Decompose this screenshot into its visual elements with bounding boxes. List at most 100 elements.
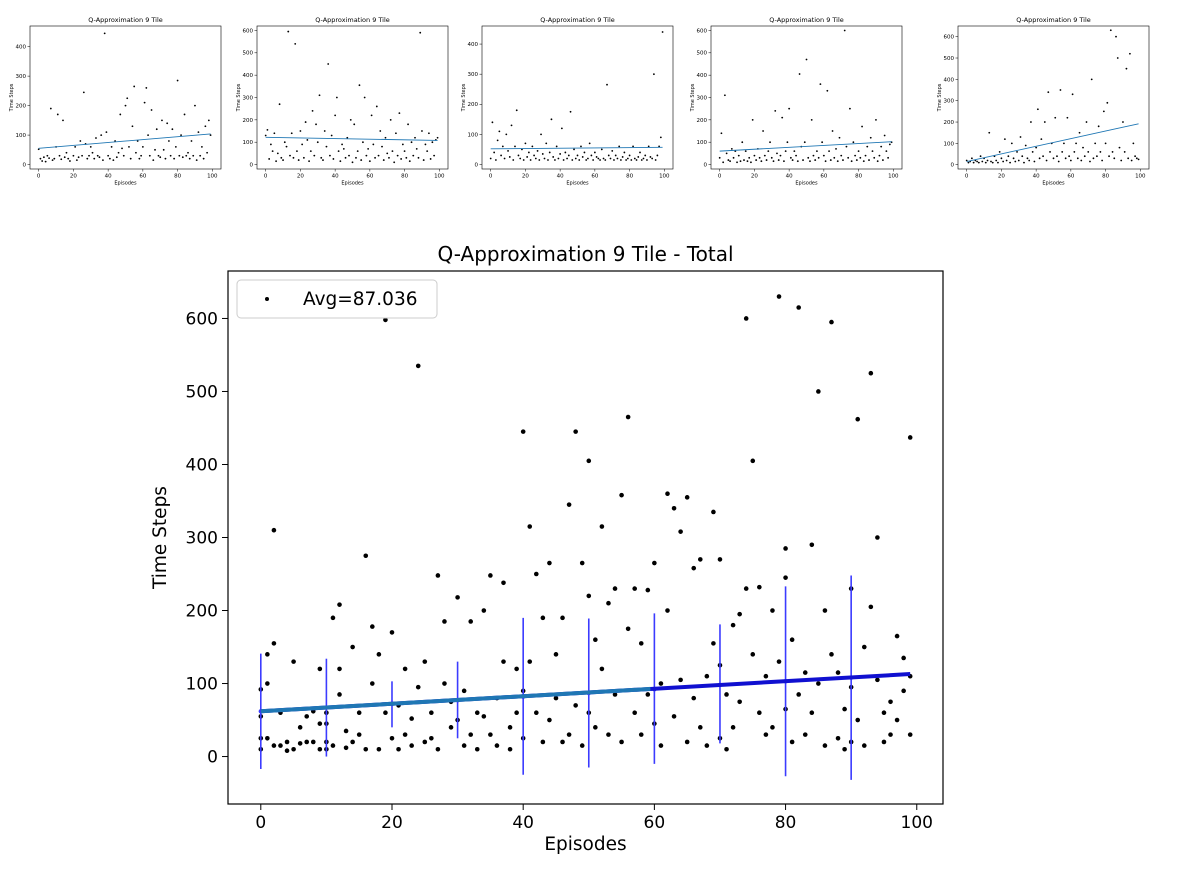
chart-6-data-point [868,370,874,376]
chart-1-data-point [67,157,70,160]
chart-4-x-tick-label: 20 [751,173,758,179]
chart-3-data-point [550,118,553,121]
chart-1: Q-Approximation 9 Tile 0 20 40 60 80 100 0 100 20… [9,16,222,186]
chart-5-data-point [1078,131,1081,134]
chart-5-data-point [1083,155,1086,158]
chart-3-y-tick-label: 200 [468,102,479,108]
chart-4-data-point [866,145,869,148]
chart-3-data-point [489,157,492,160]
chart-6-data-point [534,571,539,577]
chart-2-data-point [400,158,403,160]
chart-5-data-point [979,155,982,158]
chart-2-data-point [417,156,420,159]
chart-1-x-tick-label: 80 [174,173,181,179]
chart-6-data-point [730,725,736,730]
chart-1-data-point [178,154,181,157]
chart-6-data-point [612,692,618,697]
chart-2-data-point [269,143,272,146]
chart-2-data-point [428,132,430,135]
chart-5: Q-Approximation 9 Tile 0 20 40 60 80 100 0 100 20… [937,16,1150,186]
chart-4-data-point [833,156,836,159]
chart-6-data-point [835,670,841,675]
chart-3-x-tick-label: 0 [489,173,493,179]
chart-6-data-point [376,652,382,657]
chart-6-data-point [350,739,355,745]
chart-3-data-point [620,159,622,161]
chart-6-x-tick-label: 0 [255,813,266,833]
chart-2-data-point [287,30,290,33]
chart-4-x-tick-label: 60 [820,173,827,179]
chart-2-data-point [346,136,349,139]
chart-2-data-point [339,160,342,163]
chart-2-data-point [381,145,383,148]
chart-1-data-point [145,87,148,89]
chart-1-data-point [155,128,158,131]
chart-1-y-axis-label: Time Steps [9,83,15,112]
chart-1-y-tick-label: 300 [16,74,27,80]
chart-6-data-point [671,505,677,511]
chart-1-x-tick-label: 60 [139,173,146,179]
chart-6-data-point [534,710,539,716]
chart-3-data-point [599,159,601,161]
chart-6-data-point [579,743,585,748]
chart-4-data-point [737,154,740,157]
chart-6-data-point [665,491,670,496]
chart-5-data-point [1087,151,1090,153]
chart-6-fit-line [260,686,651,714]
chart-3-data-point [566,157,568,160]
chart-3-data-point [569,110,572,113]
chart-6-data-point [579,560,585,566]
chart-5-data-point [1040,138,1043,141]
chart-2-data-point [282,159,284,161]
chart-1-data-point [173,157,176,160]
chart-3-data-point [494,159,497,161]
chart-3-data-point [616,157,619,160]
chart-3-data-point [493,151,496,154]
chart-6-data-point [645,587,651,593]
chart-3-data-point [498,130,501,133]
chart-2-data-point [335,96,338,99]
chart-5-data-point [1016,151,1018,153]
chart-3-data-point [559,153,562,155]
chart-6-data-point [435,746,441,752]
chart-6-data-point [520,429,526,434]
chart-5-data-point [1097,125,1100,128]
chart-1-y-tick-label: 400 [16,45,27,51]
chart-4-data-point [829,159,832,161]
chart-4-data-point [887,156,890,159]
chart-4-data-point [784,150,787,153]
chart-1-data-point [164,157,167,160]
chart-6-data-point [488,732,493,737]
chart-5-data-point [1056,155,1058,158]
chart-6-data-point [606,732,611,737]
chart-6-data-point [310,739,316,745]
chart-3-plot-frame [481,25,674,170]
chart-6-data-point [265,681,270,686]
chart-3-data-point [630,159,633,161]
chart-5-data-point [1036,108,1039,111]
chart-4-data-point [885,150,888,153]
chart-4-y-tick-label: 400 [697,73,708,79]
chart-1-data-point [204,125,207,128]
chart-3-data-point [515,109,518,112]
chart-2-data-point [422,159,425,161]
chart-2-data-point [299,130,302,132]
chart-3-data-point [524,142,527,145]
chart-1-data-point [77,156,80,159]
chart-4-data-point [868,159,870,161]
chart-1-data-point [133,85,136,88]
chart-6-data-point [599,666,605,672]
chart-1-data-point [51,159,54,162]
chart-3-data-point [626,157,629,160]
chart-6-data-point [724,692,729,697]
chart-1-data-point [202,157,205,160]
chart-3-data-point [661,31,664,33]
chart-6-data-point [750,458,756,464]
chart-5-data-point [986,159,989,162]
chart-5-data-point [991,161,994,164]
chart-1-data-point [117,151,120,154]
chart-6-data-point [330,615,336,621]
chart-6-data-point [619,739,624,745]
chart-4-data-point [729,160,731,163]
chart-2-x-tick-label: 80 [401,173,408,179]
